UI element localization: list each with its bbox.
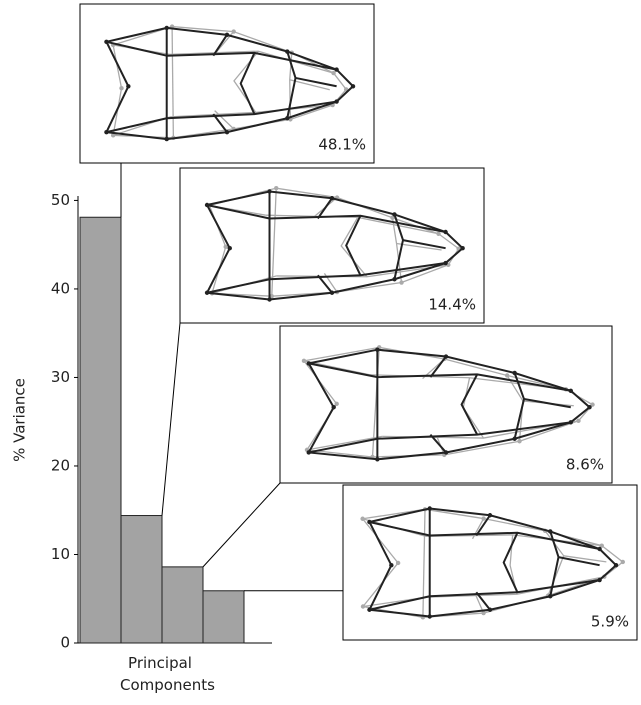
landmark [165,137,169,141]
landmark [517,439,521,443]
landmark [444,450,448,454]
y-axis-label: % Variance [11,378,29,462]
landmark [205,291,209,295]
landmark [428,614,432,618]
landmark [225,130,229,134]
landmark [104,130,108,134]
landmark [205,203,209,207]
landmark [621,560,625,564]
landmark [443,261,447,265]
landmark [548,529,552,533]
landmark [285,49,289,53]
landmark [443,230,447,234]
landmark [614,563,618,567]
landmark [302,359,306,363]
landmark [274,186,278,190]
landmark [126,84,130,88]
bar [203,591,244,643]
y-tick-label: 30 [51,368,70,386]
landmark [512,371,516,375]
value-label: 14.4% [428,296,476,314]
landmark [331,71,335,75]
landmark [361,604,365,608]
landmark [334,402,338,406]
landmark [119,86,123,90]
landmark [569,420,573,424]
landmark [569,389,573,393]
page: {"chart_data": {"type": "bar", "y_label"… [0,0,641,705]
y-tick-label: 40 [51,279,70,297]
landmark [225,33,229,37]
chart: % Variance Principal Components 0 10 20 30 4… [0,0,641,701]
landmark [444,354,448,358]
landmark [392,277,396,281]
landmark [267,189,271,193]
y-tick-label: 10 [51,545,70,563]
x-axis-label-box: Principal Components [90,652,230,700]
y-tick-label: 0 [60,634,70,652]
value-label: 48.1% [318,136,366,154]
landmark [576,419,580,423]
landmark [436,232,440,236]
landmark [396,561,400,565]
landmark [548,594,552,598]
landmark [165,26,169,30]
landmark [505,373,509,377]
value-label: 5.9% [591,613,629,631]
landmark [307,361,311,365]
landmark [330,291,334,295]
landmark [488,513,492,517]
landmark [375,348,379,352]
x-axis-label: Principal Components [120,652,200,696]
landmark [360,517,364,521]
landmark [367,608,371,612]
landmark [228,246,232,250]
landmark [351,84,355,88]
landmark [267,297,271,301]
landmark [375,457,379,461]
landmark [334,67,338,71]
value-label: 8.6% [566,456,604,474]
landmark [331,405,335,409]
bar [162,567,203,643]
landmark [488,608,492,612]
landmark [399,280,403,284]
landmark [460,246,464,250]
connector [162,323,180,516]
landmark [330,196,334,200]
landmark [231,29,235,33]
connector [203,483,280,567]
landmark [481,516,485,520]
landmark [389,563,393,567]
bar [80,217,121,643]
landmark [587,405,591,409]
landmark [392,212,396,216]
bar [121,516,162,643]
landmark [104,40,108,44]
landmark [367,520,371,524]
y-tick-label: 50 [51,191,70,209]
landmark [597,547,601,551]
landmark [428,506,432,510]
landmark [285,116,289,120]
landmark [597,578,601,582]
landmark [334,99,338,103]
landmark [307,450,311,454]
y-tick-label: 20 [51,456,70,474]
landmark [512,437,516,441]
